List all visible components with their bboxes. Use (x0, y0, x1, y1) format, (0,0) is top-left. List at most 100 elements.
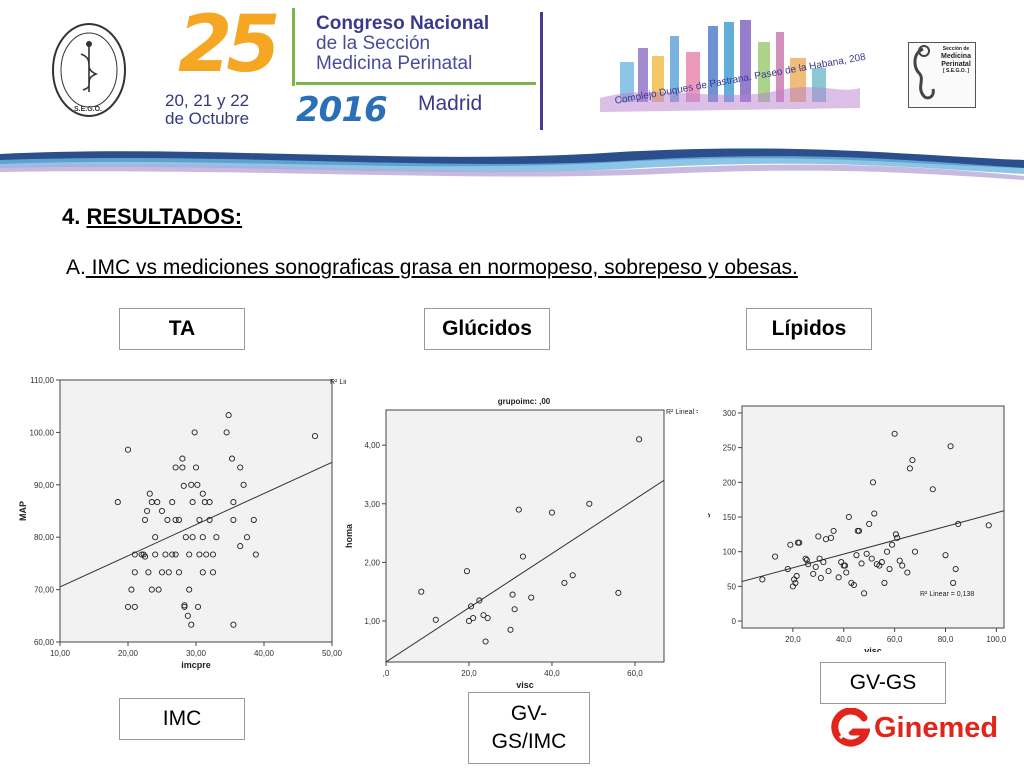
regression-line (386, 479, 664, 662)
data-point (131, 569, 138, 576)
sego-seal-text: S.E.G.O. (74, 106, 103, 113)
data-point (891, 430, 898, 437)
data-point (803, 556, 810, 564)
data-point (909, 457, 916, 464)
y-tick-label: 60,00 (34, 638, 55, 647)
axis-label-gv-gs: GV-GS (820, 662, 946, 704)
dates-line: 20, 21 y 22 (165, 91, 250, 110)
data-point (172, 551, 179, 558)
data-point (820, 559, 827, 566)
congress-dates: 20, 21 y 22 de Octubre (165, 92, 249, 128)
r-squared-label: R² Linear = 0,138 (920, 591, 974, 598)
data-point (515, 506, 522, 513)
data-point (154, 499, 161, 506)
data-point (240, 481, 247, 488)
data-point (855, 527, 863, 534)
data-point (152, 551, 159, 558)
dates-line: de Octubre (165, 108, 250, 128)
data-point (904, 569, 911, 576)
data-point (830, 527, 837, 534)
section-title: 4. RESULTADOS: (62, 204, 242, 230)
category-label-glucidos: Glúcidos (424, 308, 550, 350)
scatter-chart-homa-visc: ,0 20,0 40,0 60,0 1,00 2,00 3,00 4,00 visc homa gr… (344, 397, 698, 690)
divider-line (296, 82, 536, 85)
data-point (507, 626, 514, 633)
data-point (196, 551, 203, 558)
decorative-wave (0, 148, 1024, 180)
data-point (206, 499, 213, 506)
data-point (899, 562, 906, 569)
data-point (250, 516, 257, 523)
data-point (182, 534, 189, 541)
x-tick-label: 60,0 (627, 669, 643, 678)
data-point (223, 429, 230, 436)
data-point (509, 591, 516, 598)
data-point (213, 534, 220, 541)
x-tick-label: 20,00 (118, 649, 139, 658)
x-tick-label: 40,00 (254, 649, 275, 658)
data-point (878, 559, 885, 566)
data-point (196, 516, 203, 523)
data-point (796, 539, 803, 546)
data-point (124, 603, 132, 610)
y-tick-label: 250 (723, 444, 737, 453)
x-tick-label: 20,0 (785, 635, 801, 644)
data-point (237, 543, 244, 550)
data-point (124, 446, 132, 453)
data-point (892, 531, 899, 538)
y-axis-label: MAP (18, 501, 28, 521)
data-point (164, 516, 171, 523)
data-point (158, 569, 166, 576)
scatter-chart-map-imc: 10,00 20,00 30,00 40,00 50,00 60,00 70,00 80,00… (18, 376, 346, 670)
ginemed-logo: Ginemed (830, 708, 998, 748)
data-point (793, 572, 800, 580)
data-point (476, 597, 483, 604)
x-tick-label: ,0 (383, 669, 390, 678)
data-point (152, 534, 159, 541)
perinatal-section-logo: Sección de Medicina Perinatal [ S.E.G.O.… (908, 42, 976, 108)
data-point (141, 516, 149, 523)
x-axis-label: visc (516, 680, 534, 690)
data-point (952, 565, 959, 573)
x-tick-label: 60,0 (887, 635, 903, 644)
logo-text-line: Perinatal (941, 60, 971, 68)
perinatal-logo-text: Sección de Medicina Perinatal [ S.E.G.O.… (939, 46, 973, 75)
data-point (189, 534, 196, 541)
data-point (206, 516, 213, 523)
y-tick-label: 80,00 (34, 533, 55, 542)
data-point (175, 516, 183, 523)
y-axis-label: tg (708, 513, 710, 522)
logo-text-line: [ S.E.G.O. ] (942, 67, 970, 74)
x-tick-label: 20,0 (461, 669, 477, 678)
congress-line: de la Sección (316, 32, 431, 54)
data-point (835, 574, 842, 581)
data-point (805, 561, 812, 568)
y-tick-label: 50 (727, 582, 736, 591)
x-tick-label: 80,0 (938, 635, 954, 644)
data-point (812, 563, 819, 570)
data-point (188, 481, 195, 488)
data-point (175, 569, 183, 576)
data-point (519, 553, 526, 560)
data-point (863, 550, 870, 557)
data-point (484, 614, 491, 622)
y-tick-label: 200 (723, 478, 737, 487)
x-tick-label: 50,00 (322, 649, 343, 658)
x-tick-label: 40,0 (836, 635, 852, 644)
data-point (148, 586, 155, 593)
data-point (191, 429, 198, 436)
data-point (615, 589, 622, 596)
y-tick-label: 70,00 (34, 586, 55, 595)
madrid-skyline-art (600, 20, 860, 112)
data-point (194, 603, 202, 610)
y-tick-label: 100,00 (30, 428, 55, 437)
y-axis-label: homa (344, 523, 354, 548)
logo-text-line: Sección de (942, 46, 970, 52)
subtitle-text: IMC vs mediciones sonograficas grasa en … (85, 256, 798, 279)
congress-title: Congreso Nacional de la Sección Medicina… (316, 14, 489, 74)
data-point (843, 569, 850, 576)
data-point (955, 520, 962, 527)
congress-line: Medicina Perinatal (316, 52, 473, 74)
data-point (861, 590, 868, 597)
divider-bar (292, 8, 295, 86)
